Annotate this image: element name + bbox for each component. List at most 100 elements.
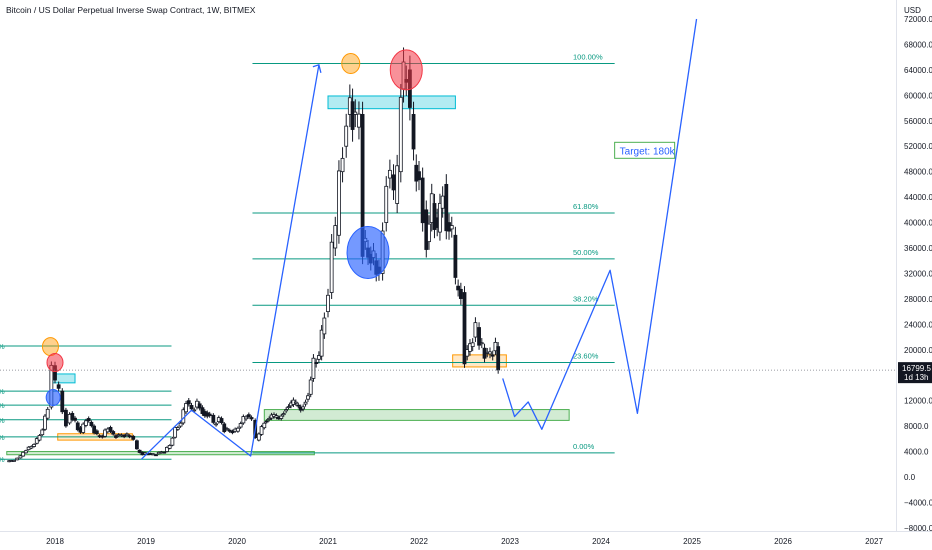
candle-body — [267, 418, 272, 420]
candle-body — [465, 349, 470, 357]
candle-body — [411, 114, 416, 150]
y-tick-label: 44000.0 — [904, 193, 932, 202]
x-tick-label: 2024 — [592, 537, 610, 546]
candle-body — [249, 417, 254, 420]
candle-body — [479, 342, 484, 345]
candle-body — [279, 415, 284, 419]
orange-circle-0 — [41, 337, 59, 357]
candle-body — [197, 403, 202, 409]
candle-body — [264, 420, 269, 423]
y-tick-label: 64000.0 — [904, 66, 932, 75]
candle-body — [127, 435, 132, 438]
x-tick-label: 2021 — [319, 537, 337, 546]
candle-body — [458, 288, 463, 299]
candle-body — [189, 405, 194, 410]
fib-2018-label-0: % — [0, 342, 5, 351]
candle-body — [384, 185, 389, 223]
x-tick-label: 2018 — [46, 537, 64, 546]
candle-body — [21, 451, 26, 457]
candle-body — [124, 433, 129, 436]
fib-label-5: 0.00% — [573, 442, 595, 451]
candle-body — [84, 420, 88, 426]
y-tick-label: 36000.0 — [904, 244, 932, 253]
fib-label-2: 50.00% — [573, 248, 599, 257]
candle-body — [311, 357, 316, 379]
candle-body — [211, 414, 216, 423]
candle-body — [340, 157, 345, 173]
plot-area[interactable]: 100.00% 61.80% 50.00% 38.20% 23.60% 0.00%%%%%… — [0, 18, 896, 464]
candle-body — [440, 195, 445, 209]
y-tick-label: 52000.0 — [904, 142, 932, 151]
projection-path — [502, 18, 698, 430]
candle-body — [40, 429, 45, 436]
candle-body — [186, 400, 191, 405]
candle-body — [227, 429, 232, 432]
candle-body — [256, 433, 261, 441]
candle-body — [306, 395, 310, 400]
candle-body — [296, 404, 301, 407]
candle-body — [387, 169, 392, 179]
candle-body — [303, 401, 308, 405]
candle-body — [12, 459, 16, 462]
price-tag-value: 16799.5 — [902, 364, 931, 373]
candle-body — [75, 422, 80, 431]
candle-body — [444, 183, 449, 232]
candle-body — [329, 241, 334, 293]
candle-body — [456, 285, 461, 291]
candle-body — [293, 401, 298, 404]
candle-body — [238, 423, 243, 428]
candle-body — [70, 412, 75, 420]
y-tick-label: 4000.0 — [904, 448, 929, 457]
candle-body — [477, 327, 481, 346]
candle-body — [326, 294, 330, 313]
candle-body — [337, 170, 341, 236]
y-tick-label: 72000.0 — [904, 15, 932, 24]
candle-body — [173, 427, 178, 438]
candle-body — [154, 454, 158, 457]
candle-body — [284, 409, 289, 412]
target-label: Target: 180k — [620, 146, 676, 157]
candle-body — [353, 111, 358, 115]
candle-body — [259, 426, 264, 435]
candle-body — [391, 174, 396, 191]
candle-body — [490, 354, 495, 357]
y-tick-label: 28000.0 — [904, 295, 932, 304]
fib-2018-label-2: % — [0, 401, 5, 410]
price-tag — [898, 362, 932, 384]
candle-body — [162, 451, 167, 454]
candle-body — [184, 403, 188, 413]
candle-body — [73, 417, 77, 421]
candle-body — [236, 427, 240, 432]
fib-label-0: 100.00% — [573, 53, 603, 62]
fib-label-3: 38.20% — [573, 294, 599, 303]
fib-2018-label-3: % — [0, 416, 5, 425]
candle-body — [438, 202, 442, 233]
candle-body — [15, 457, 20, 461]
candle-body — [314, 362, 319, 364]
currency-label: USD — [904, 6, 921, 15]
y-tick-label: 32000.0 — [904, 269, 932, 278]
candle-body — [468, 343, 472, 352]
x-tick-label: 2019 — [137, 537, 155, 546]
y-tick-label: 60000.0 — [904, 91, 932, 100]
red-circle-0 — [46, 353, 64, 372]
candle-body — [178, 422, 183, 427]
candle-body — [319, 329, 324, 357]
candle-body — [131, 435, 136, 440]
y-tick-label: −8000.0 — [904, 524, 932, 533]
candle-body — [230, 430, 235, 434]
candle-body — [170, 437, 175, 446]
candle-body — [488, 351, 492, 355]
candle-body — [219, 418, 224, 424]
candle-body — [344, 125, 349, 147]
y-tick-label: 0.0 — [904, 473, 916, 482]
y-tick-label: 12000.0 — [904, 397, 932, 406]
candle-body — [398, 96, 403, 173]
candle-body — [137, 449, 142, 453]
candle-body — [200, 407, 205, 415]
blue-circle-0 — [45, 388, 61, 406]
candle-body — [175, 427, 180, 430]
candle-body — [427, 223, 431, 243]
candle-body — [496, 346, 501, 371]
